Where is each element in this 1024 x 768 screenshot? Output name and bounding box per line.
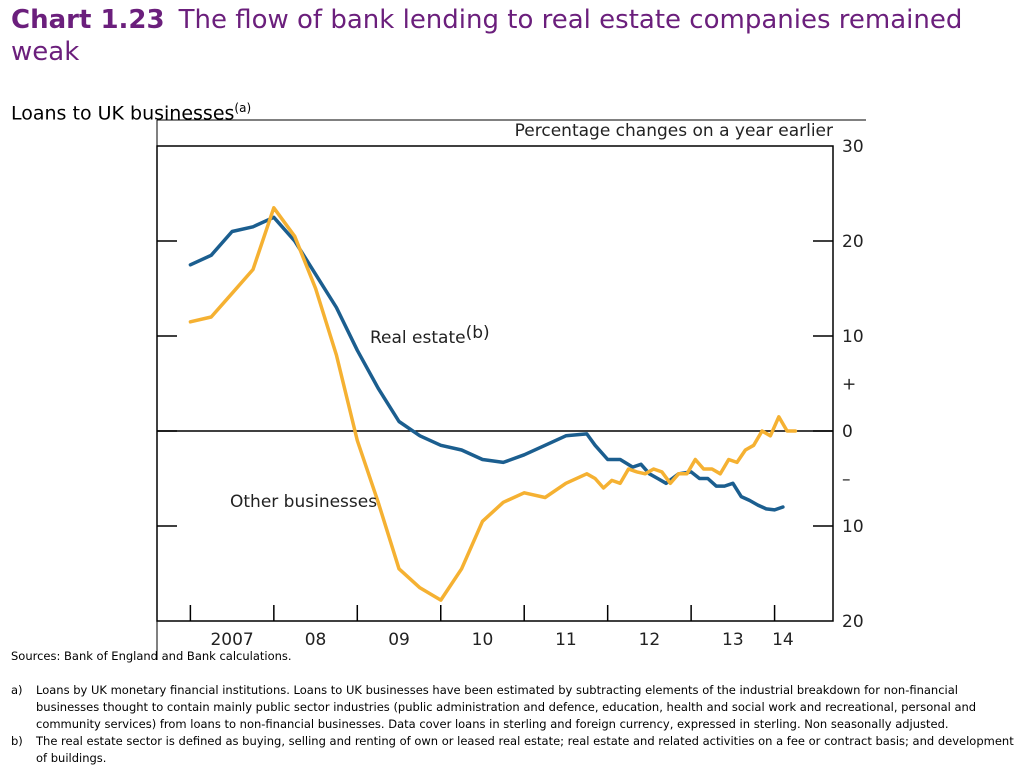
x-tick-label: 08: [305, 630, 327, 650]
chart-number: Chart 1.23: [11, 5, 165, 35]
y-tick-label: 30: [842, 137, 864, 157]
footnote-text: The real estate sector is defined as buy…: [36, 734, 1014, 765]
footnote-b: b) The real estate sector is defined as …: [11, 733, 1014, 767]
series-line-other-businesses: [188, 206, 798, 602]
footnote-label: a): [11, 683, 23, 697]
chart-subtitle-footnote-ref: (a): [234, 101, 252, 115]
series-label-real-estate-sup: (b): [466, 323, 490, 343]
chart-subtitle: Loans to UK businesses(a): [11, 101, 251, 124]
x-tick-label: 14: [772, 630, 794, 650]
series-label-real-estate: Real estate(b): [370, 323, 490, 348]
y-tick-label: 20: [842, 232, 864, 252]
y-tick-label: 10: [842, 327, 864, 347]
x-tick-label: 09: [388, 630, 410, 650]
series-line-real-estate: [188, 215, 785, 512]
y-tick-label: 0: [842, 422, 853, 442]
chart-title: The flow of bank lending to real estate …: [11, 5, 963, 67]
units-label: Percentage changes on a year earlier: [515, 121, 833, 141]
y-tick-label: 20: [842, 612, 864, 632]
x-tick-label: 10: [472, 630, 494, 650]
series-label-real-estate-name: Real estate: [370, 328, 466, 348]
chart-subtitle-text: Loans to UK businesses: [11, 102, 235, 125]
series-layer: [188, 206, 798, 602]
y-tick-label: –: [842, 470, 851, 490]
series-label-other-businesses: Other businesses: [230, 492, 377, 512]
x-tick-label: 2007: [210, 630, 253, 650]
footnote-a: a) Loans by UK monetary financial instit…: [11, 682, 1014, 733]
x-axis-ticks: 2007 08 09 10 11 12 13 14: [189, 605, 794, 650]
x-tick-label: 13: [722, 630, 744, 650]
x-tick-label: 11: [555, 630, 577, 650]
x-tick-label: 12: [639, 630, 661, 650]
plot-frame: [156, 145, 834, 622]
y-axis-ticks: 30 20 10 +0 – 10 20: [157, 137, 864, 632]
footnote-text: Loans by UK monetary financial instituti…: [36, 683, 977, 731]
footnotes: a) Loans by UK monetary financial instit…: [11, 682, 1014, 767]
y-tick-label: +: [842, 375, 856, 395]
slide-title: Chart 1.23 The flow of bank lending to re…: [11, 4, 1016, 68]
footnote-label: b): [11, 734, 23, 748]
sources-note: Sources: Bank of England and Bank calcul…: [11, 649, 292, 663]
y-tick-label: 10: [842, 517, 864, 537]
